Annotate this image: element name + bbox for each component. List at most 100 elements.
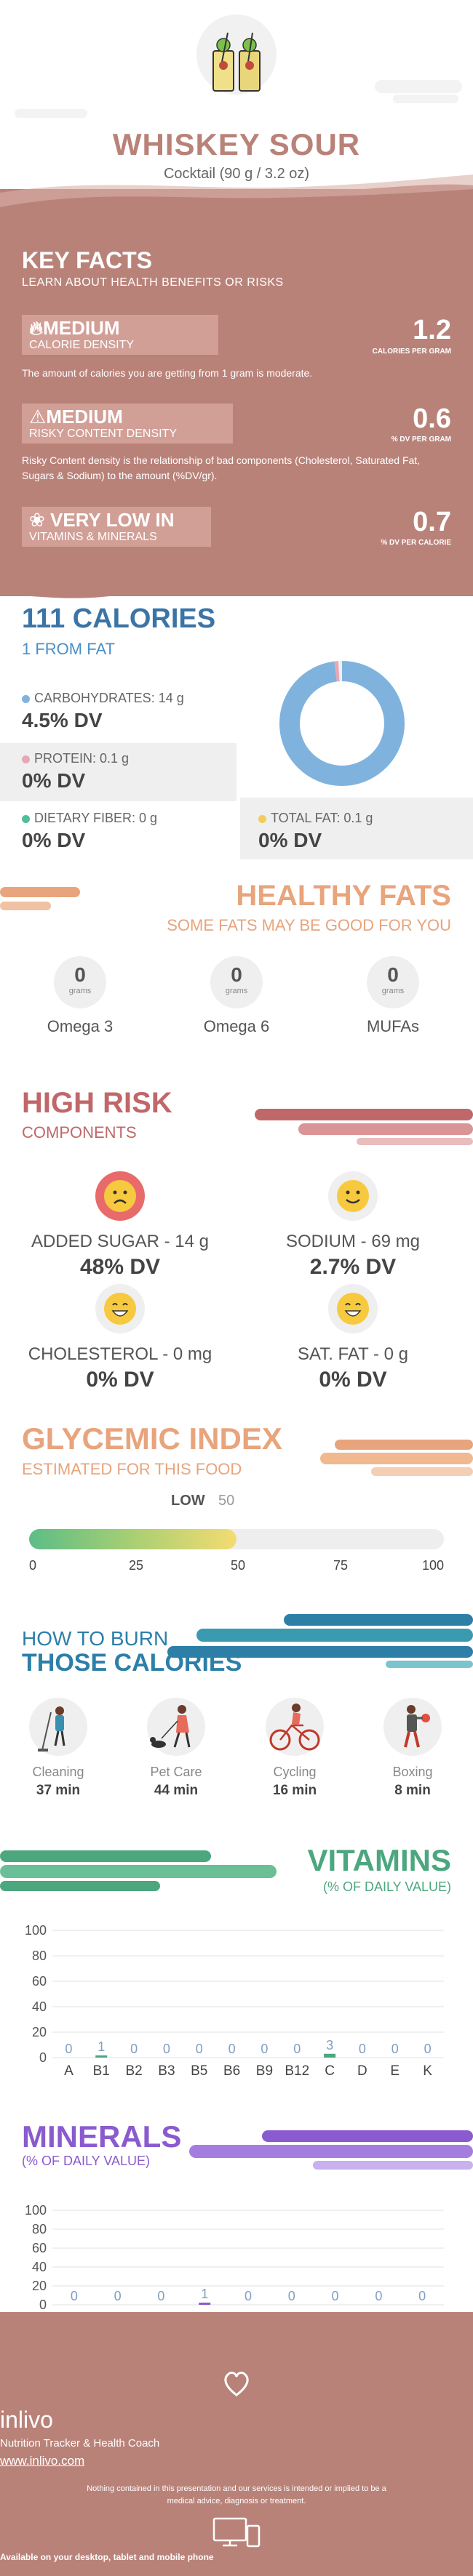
activity-name: Boxing [392,1765,433,1779]
vitamins-minerals-label: VITAMINS & MINERALS [29,530,157,543]
fat-dot [258,814,266,823]
y-tick-label: 100 [25,2203,47,2218]
footer-availability: Available on your desktop, tablet and mo… [0,2552,214,2562]
x-tick-label: B3 [158,2063,175,2079]
wave-divider [0,174,473,225]
activity-name: Cleaning [32,1765,84,1779]
donut-carbs-slice [279,661,405,786]
activity-boxing: Boxing 8 min [362,1698,464,1799]
activity-time: 37 min [36,1783,81,1798]
y-tick-label: 80 [32,1949,47,1963]
omega3-unit: grams [68,987,92,995]
omega6-circle: 0 grams [210,956,263,1008]
sodium-label: SODIUM - 69 mg [285,1232,421,1251]
calorie-density-level: MEDIUM [43,317,120,339]
glycemic-level: LOW [171,1493,205,1509]
data-label-Cu: 0 [114,2289,122,2303]
bar-B1 [95,2055,108,2058]
heart-logo-icon [224,2371,249,2396]
x-tick-label: D [357,2063,367,2079]
bar-C [324,2053,336,2058]
vitamins-title: VITAMINS [307,1843,451,1877]
fat-label: TOTAL FAT: 0.1 g [271,811,373,825]
cycling-icon [266,1698,324,1756]
calorie-density-tag: 🔥︎MEDIUM CALORIE DENSITY [22,315,218,355]
decor-stripes [0,1850,277,1891]
header: WHISKEY SOUR Cocktail (90 g / 3.2 oz) [0,0,473,182]
glycemic-tick: 100 [421,1558,445,1573]
page-title: WHISKEY SOUR [112,127,361,161]
risky-content-unit: % DV PER GRAM [391,436,451,444]
data-label-Se: 0 [375,2289,382,2303]
glycemic-subtitle: ESTIMATED FOR THIS FOOD [22,1460,242,1478]
activity-cycling: Cycling 16 min [244,1698,346,1799]
footer-link[interactable]: www.inlivo.com [0,2454,85,2468]
glycemic-tick: 0 [28,1558,37,1573]
fiber-dot [22,814,30,823]
grin-face-icon [95,1283,146,1334]
glycemic-tick: 25 [128,1558,144,1573]
footer-tagline: Nutrition Tracker & Health Coach [0,2437,160,2449]
mufas-circle: 0 grams [367,956,419,1008]
key-facts-subtitle: LEARN ABOUT HEALTH BENEFITS OR RISKS [22,276,284,289]
data-label-K: 0 [424,2042,432,2056]
glycemic-bar [29,1529,444,1549]
added-sugar-dv: 48% DV [79,1255,161,1279]
decor-cloud [393,95,458,103]
omega6-unit: grams [225,987,248,995]
fiber-label: DIETARY FIBER: 0 g [34,811,158,825]
data-label-B2: 0 [130,2042,138,2056]
x-tick-label: A [64,2063,73,2079]
x-tick-label: C [325,2063,335,2079]
mufas-label: MUFAs [366,1017,420,1035]
x-tick-label: K [423,2063,432,2079]
y-tick-label: 0 [39,2050,47,2065]
smile-face-icon [327,1171,378,1221]
activity-pet-care: Pet Care 44 min [125,1698,227,1799]
data-label-Mg: 0 [245,2289,252,2303]
x-tick-label: B9 [256,2063,273,2079]
grin-face-icon [327,1283,378,1334]
data-label-C: 3 [326,2038,333,2053]
protein-dv: 0% DV [22,769,86,792]
activity-time: 16 min [272,1783,317,1798]
y-tick-label: 80 [32,2222,47,2236]
glycemic-title: GLYCEMIC INDEX [22,1421,282,1456]
sodium-dv: 2.7% DV [309,1255,397,1279]
carbs-dv: 4.5% DV [22,709,103,731]
decor-stripes [255,1109,473,1145]
protein-stat: PROTEIN: 0.1 g 0% DV [22,751,129,793]
cholesterol-dv: 0% DV [86,1368,154,1392]
omega6-item: 0 grams Omega 6 [186,956,287,1036]
high-risk-title: HIGH RISK [22,1087,172,1119]
wave-divider [0,2312,473,2334]
healthy-fats-subtitle: SOME FATS MAY BE GOOD FOR YOU [167,916,451,934]
data-label-Ca: 0 [71,2289,78,2303]
fiber-stat: DIETARY FIBER: 0 g 0% DV [22,811,157,852]
data-label-B5: 0 [196,2042,203,2056]
vitamins-minerals-level: VERY LOW IN [50,509,175,531]
data-label-Mn: 0 [288,2289,295,2303]
mufas-unit: grams [381,987,405,995]
y-tick-label: 0 [39,2298,47,2312]
decor-stripes [320,1440,473,1476]
activity-time: 8 min [394,1783,431,1798]
x-tick-label: B1 [93,2063,110,2079]
y-tick-label: 100 [25,1923,47,1938]
calorie-density-description: The amount of calories you are getting f… [22,367,313,379]
omega6-label: Omega 6 [203,1017,270,1035]
data-label-B1: 1 [98,2039,105,2054]
data-label-P: 0 [332,2289,339,2303]
risky-content-description: Risky Content density is the relationshi… [22,454,421,481]
bar-K [199,2303,211,2305]
data-label-E: 0 [391,2042,399,2056]
data-label-B12: 0 [293,2042,301,2056]
protein-label: PROTEIN: 0.1 g [34,751,130,766]
drink-image-bg [196,15,277,95]
x-tick-label: B12 [285,2063,309,2079]
decor-cloud [375,80,462,93]
key-facts-title: KEY FACTS [22,247,152,273]
mufas-item: 0 grams MUFAs [342,956,444,1036]
y-tick-label: 60 [32,1974,47,1989]
sat-fat-label: SAT. FAT - 0 g [297,1344,409,1364]
